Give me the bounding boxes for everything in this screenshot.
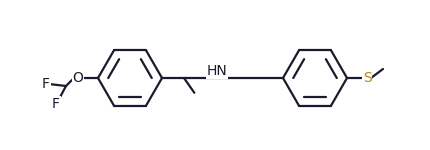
Text: HN: HN xyxy=(206,64,227,78)
Text: F: F xyxy=(42,77,50,91)
Text: F: F xyxy=(52,97,60,111)
Text: O: O xyxy=(73,71,83,85)
Text: S: S xyxy=(362,71,372,85)
